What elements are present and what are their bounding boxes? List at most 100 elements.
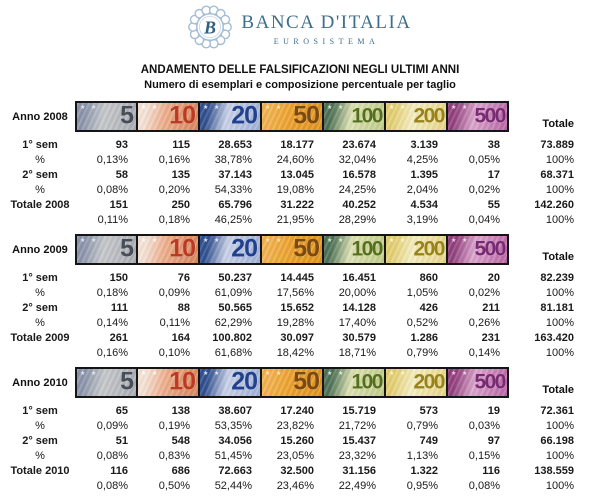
value-cell: 61,68% <box>214 347 252 359</box>
value-cell: 30.097 <box>280 332 314 344</box>
value-cell: 52,44% <box>214 480 252 492</box>
banknote-500-image: ★ ★ 500 <box>447 234 509 265</box>
value-cell: 19,08% <box>276 184 314 196</box>
banknote-20-image: ★ ★ 20 <box>199 101 261 132</box>
banknote-50-image: ★ ★ 50 <box>261 234 323 265</box>
year-label: Anno 2009 <box>12 243 68 256</box>
eurosystem-label: EUROSISTEMA <box>273 37 380 46</box>
value-cell: 0,50% <box>158 480 190 492</box>
value-cell: 76 <box>177 272 190 284</box>
eu-stars-icon: ★ ★ <box>265 105 284 111</box>
banknote-10-image: ★ ★ 10 <box>137 101 199 132</box>
value-cell: 32.500 <box>280 465 314 477</box>
eu-stars-icon: ★ ★ <box>327 238 346 244</box>
totale-column-header: Totale <box>542 384 574 396</box>
denomination-number: 10 <box>169 234 196 262</box>
value-cell: 20 <box>487 272 500 284</box>
value-cell: 0,11% <box>159 317 190 329</box>
value-cell: 38 <box>487 139 500 151</box>
denomination-number: 100 <box>351 237 383 261</box>
value-cell: 13.045 <box>280 169 314 181</box>
denomination-number: 5 <box>120 101 134 129</box>
value-cell: 54,33% <box>214 184 252 196</box>
value-cell: 0,52% <box>406 317 438 329</box>
value-cell: 0,19% <box>158 420 190 432</box>
value-cell: 150 <box>109 272 128 284</box>
value-cell: 0,20% <box>158 184 190 196</box>
denomination-number: 50 <box>293 367 320 395</box>
value-cell: 426 <box>419 302 438 314</box>
totale-cell: 66.198 <box>540 435 574 447</box>
value-cell: 24,60% <box>276 154 314 166</box>
value-cell: 34.056 <box>218 435 252 447</box>
denomination-number: 50 <box>293 101 320 129</box>
value-cell: 55 <box>487 199 500 211</box>
value-cell: 0,83% <box>158 450 190 462</box>
denomination-number: 20 <box>231 101 258 129</box>
value-cell: 19,28% <box>276 317 314 329</box>
row-label: 2° sem <box>22 169 58 181</box>
banknote-50-image: ★ ★ 50 <box>261 367 323 398</box>
value-cell: 151 <box>109 199 128 211</box>
value-cell: 17.240 <box>280 405 314 417</box>
value-cell: 38.607 <box>218 405 252 417</box>
eu-stars-icon: ★ ★ <box>265 238 284 244</box>
value-cell: 3,19% <box>406 214 438 226</box>
eu-stars-icon: ★ ★ <box>327 371 346 377</box>
value-cell: 23.674 <box>342 139 376 151</box>
denomination-number: 100 <box>351 370 383 394</box>
value-cell: 0,95% <box>406 480 438 492</box>
report-subtitle: Numero di esemplari e composizione perce… <box>144 79 456 91</box>
banknote-500-image: ★ ★ 500 <box>447 367 509 398</box>
value-cell: 0,09% <box>96 420 128 432</box>
banknote-100-image: ★ ★ 100 <box>323 101 385 132</box>
eu-stars-icon: ★ ★ <box>141 238 160 244</box>
value-cell: 22,49% <box>338 480 376 492</box>
row-label: % <box>35 420 45 432</box>
value-cell: 32,04% <box>338 154 376 166</box>
totale-cell: 138.559 <box>534 465 574 477</box>
value-cell: 1,13% <box>406 450 438 462</box>
value-cell: 0,02% <box>468 184 500 196</box>
value-cell: 62,29% <box>214 317 252 329</box>
eu-stars-icon: ★ ★ <box>451 238 470 244</box>
year-label: Anno 2008 <box>12 110 68 123</box>
value-cell: 0,08% <box>96 184 128 196</box>
row-label: % <box>35 287 45 299</box>
logo-text: BANCA D'ITALIA EUROSISTEMA <box>241 5 411 46</box>
totale-column-header: Totale <box>542 251 574 263</box>
value-cell: 0,18% <box>96 287 128 299</box>
eu-stars-icon: ★ ★ <box>451 105 470 111</box>
denomination-number: 5 <box>120 367 134 395</box>
value-cell: 17,40% <box>338 317 376 329</box>
value-cell: 116 <box>482 465 500 477</box>
banknote-5-image: ★ ★ 5 <box>75 367 137 398</box>
row-label <box>5 346 75 361</box>
value-cell: 1.286 <box>410 332 438 344</box>
totale-cell: 100% <box>545 480 574 492</box>
banknote-100-image: ★ ★ 100 <box>323 367 385 398</box>
value-cell: 28,29% <box>338 214 376 226</box>
value-cell: 72.663 <box>218 465 252 477</box>
value-cell: 261 <box>109 332 128 344</box>
totale-cell: 73.889 <box>540 139 574 151</box>
value-cell: 40.252 <box>342 199 376 211</box>
bank-logo: B BANCA D'ITALIA EUROSISTEMA <box>0 0 600 49</box>
value-cell: 28.653 <box>218 139 252 151</box>
totale-cell: 163.420 <box>534 332 574 344</box>
value-cell: 15.652 <box>280 302 314 314</box>
eu-stars-icon: ★ ★ <box>203 238 222 244</box>
value-cell: 51 <box>115 435 128 447</box>
value-cell: 97 <box>487 435 500 447</box>
totale-cell: 100% <box>545 450 574 462</box>
value-cell: 0,14% <box>96 317 128 329</box>
row-label: % <box>35 154 45 166</box>
value-cell: 0,08% <box>468 480 500 492</box>
value-cell: 37.143 <box>218 169 252 181</box>
eu-stars-icon: ★ ★ <box>327 105 346 111</box>
row-label: 2° sem <box>22 302 58 314</box>
value-cell: 50.237 <box>218 272 252 284</box>
value-cell: 111 <box>110 302 128 314</box>
banknote-10-image: ★ ★ 10 <box>137 367 199 398</box>
